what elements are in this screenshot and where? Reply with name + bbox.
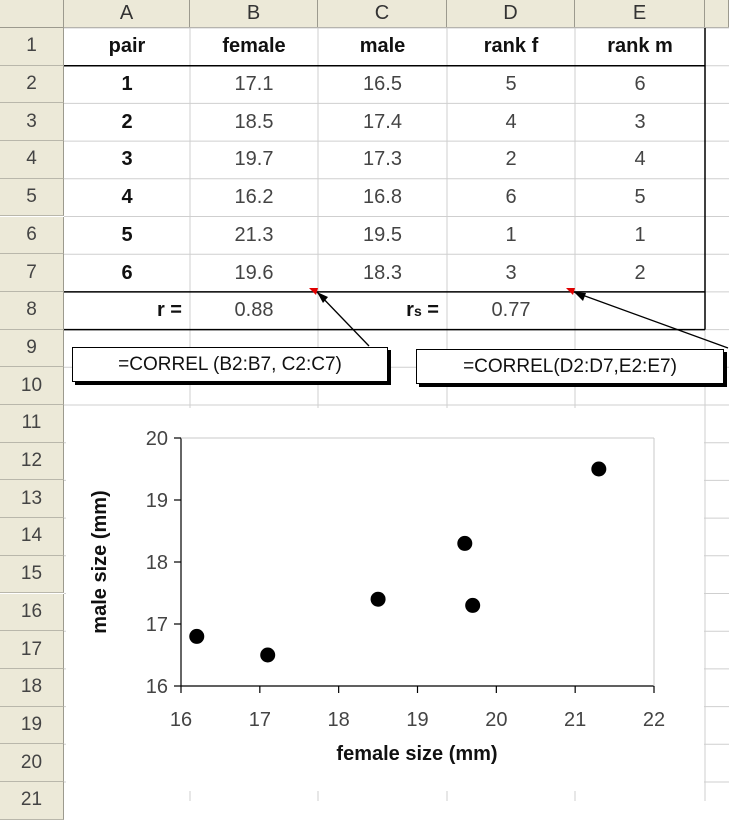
row-header-3[interactable]: 3 — [0, 103, 64, 142]
cell-c3[interactable]: 17.4 — [363, 110, 402, 133]
row-header-13[interactable]: 13 — [0, 480, 64, 519]
cell-a2[interactable]: 1 — [121, 73, 133, 96]
y-tick-label: 18 — [146, 552, 168, 574]
row-header-4[interactable]: 4 — [0, 141, 64, 179]
data-point-1[interactable] — [260, 647, 276, 663]
cell-a7[interactable]: 6 — [121, 261, 133, 284]
cell-c4[interactable]: 17.3 — [363, 148, 402, 171]
cell-e4[interactable]: 4 — [634, 148, 646, 171]
cell-d7[interactable]: 3 — [505, 261, 517, 284]
pearson-formula-callout[interactable]: =CORREL (B2:B7, C2:C7) — [72, 347, 388, 382]
cell-e3[interactable]: 3 — [634, 110, 646, 133]
row-header-7[interactable]: 7 — [0, 254, 64, 292]
cell-c1[interactable]: male — [359, 35, 406, 58]
row-header-2[interactable]: 2 — [0, 65, 64, 104]
x-tick-label: 21 — [564, 709, 586, 731]
cell-c5[interactable]: 16.8 — [363, 186, 402, 209]
cell-d8-rs-value[interactable]: 0.77 — [491, 299, 531, 322]
cell-c2[interactable]: 16.5 — [363, 73, 402, 96]
y-tick-label: 19 — [146, 490, 168, 512]
cell-c7[interactable]: 18.3 — [363, 261, 402, 284]
row-header-12[interactable]: 12 — [0, 442, 64, 481]
cell-d1[interactable]: rank f — [483, 35, 539, 58]
row-header-8[interactable]: 8 — [0, 291, 64, 330]
x-tick-label: 16 — [170, 709, 192, 731]
x-tick-label: 19 — [406, 709, 428, 731]
spearman-arrowhead — [574, 292, 586, 301]
data-point-4[interactable] — [189, 628, 205, 644]
x-tick-label: 17 — [249, 709, 271, 731]
cell-a4[interactable]: 3 — [121, 148, 133, 171]
cell-d2[interactable]: 5 — [505, 73, 517, 96]
cell-b1[interactable]: female — [222, 35, 286, 58]
cell-a8-r-label[interactable]: r = — [156, 299, 182, 322]
data-point-6[interactable] — [457, 535, 473, 551]
column-header-c[interactable]: C — [318, 0, 447, 28]
rs-label-equals: = — [421, 299, 439, 322]
cell-e6[interactable]: 1 — [634, 223, 646, 246]
cell-a1[interactable]: pair — [108, 35, 146, 58]
row-header-10[interactable]: 10 — [0, 367, 64, 405]
cell-e7[interactable]: 2 — [634, 261, 646, 284]
cell-d6[interactable]: 1 — [505, 223, 517, 246]
cell-b6[interactable]: 21.3 — [234, 223, 274, 246]
cell-b7[interactable]: 19.6 — [234, 261, 274, 284]
row-header-15[interactable]: 15 — [0, 555, 64, 594]
y-tick-label: 20 — [146, 428, 168, 450]
comment-marker-e8 — [566, 288, 575, 295]
cell-a5[interactable]: 4 — [121, 186, 133, 209]
cell-b3[interactable]: 18.5 — [234, 110, 274, 133]
row-header-19[interactable]: 19 — [0, 706, 64, 745]
x-axis-label: female size (mm) — [336, 743, 497, 765]
cell-b5[interactable]: 16.2 — [234, 186, 274, 209]
data-point-2[interactable] — [370, 591, 386, 607]
comment-marker-b8 — [309, 288, 318, 295]
y-axis-label: male size (mm) — [89, 490, 111, 633]
row-header-20[interactable]: 20 — [0, 744, 64, 782]
row-header-18[interactable]: 18 — [0, 668, 64, 707]
cell-b4[interactable]: 19.7 — [234, 148, 274, 171]
cell-e2[interactable]: 6 — [634, 73, 646, 96]
cell-b8-r-value[interactable]: 0.88 — [234, 299, 274, 322]
row-header-1[interactable]: 1 — [0, 28, 64, 66]
x-tick-label: 22 — [643, 709, 665, 731]
row-header-6[interactable]: 6 — [0, 216, 64, 255]
data-point-3[interactable] — [465, 597, 481, 613]
x-tick-label: 20 — [485, 709, 507, 731]
cell-d5[interactable]: 6 — [505, 186, 517, 209]
pearson-arrow — [316, 291, 370, 347]
pearson-arrowhead — [317, 292, 328, 303]
rs-label-r: r — [406, 299, 414, 322]
cell-b2[interactable]: 17.1 — [234, 73, 274, 96]
column-header-e[interactable]: E — [575, 0, 705, 28]
x-tick-label: 18 — [328, 709, 350, 731]
callout-arrows — [309, 288, 729, 349]
spearman-arrow — [573, 291, 729, 349]
cell-d3[interactable]: 4 — [505, 110, 517, 133]
row-header-16[interactable]: 16 — [0, 593, 64, 632]
column-header-a[interactable]: A — [64, 0, 190, 28]
spearman-formula-callout[interactable]: =CORREL(D2:D7,E2:E7) — [416, 349, 724, 384]
select-all-corner[interactable] — [0, 0, 64, 28]
y-tick-label: 16 — [146, 676, 168, 698]
cell-a3[interactable]: 2 — [121, 110, 133, 133]
row-header-11[interactable]: 11 — [0, 405, 64, 443]
cell-d4[interactable]: 2 — [505, 148, 517, 171]
cell-c6[interactable]: 19.5 — [363, 223, 402, 246]
row-header-17[interactable]: 17 — [0, 631, 64, 669]
cell-e1[interactable]: rank m — [607, 35, 673, 58]
row-header-9[interactable]: 9 — [0, 329, 64, 368]
y-tick-label: 17 — [146, 614, 168, 636]
cell-a6[interactable]: 5 — [121, 223, 133, 246]
rs-label-subscript: s — [413, 302, 422, 319]
row-header-5[interactable]: 5 — [0, 178, 64, 217]
row-header-14[interactable]: 14 — [0, 518, 64, 556]
cell-e5[interactable]: 5 — [634, 186, 646, 209]
data-point-5[interactable] — [591, 461, 607, 477]
